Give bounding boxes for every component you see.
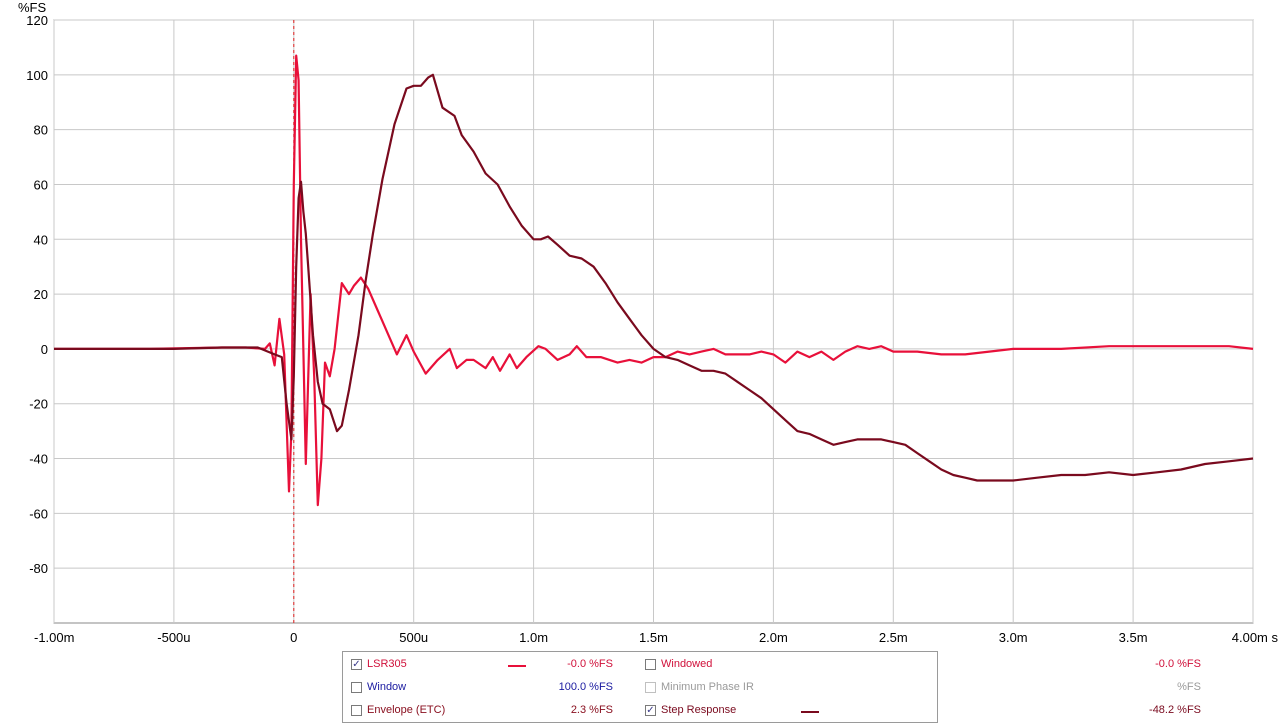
y-tick-label: 120 [26, 13, 48, 28]
legend-label: Window [367, 681, 407, 693]
x-axis: -1.00m -500u 0 500u 1.0m 1.5m 2.0m 2.5m 3.0m 3.5m… [34, 630, 1278, 645]
legend-swatch [508, 665, 526, 667]
legend-item-window: Window 100.0 %FS [351, 680, 613, 696]
legend-label: Windowed [661, 658, 713, 670]
x-tick-label: 3.5m [1119, 630, 1148, 645]
legend-item-lsr305: LSR305 -0.0 %FS [351, 657, 613, 673]
y-tick-label: -20 [29, 397, 48, 412]
legend-value: -48.2 %FS [1149, 704, 1201, 716]
legend-label: Minimum Phase IR [661, 681, 754, 693]
legend-checkbox-step[interactable] [645, 705, 656, 716]
legend-value: -0.0 %FS [567, 658, 613, 670]
legend-item-step: Step Response -48.2 %FS [645, 703, 1201, 719]
x-tick-label: 4.00m s [1232, 630, 1279, 645]
legend-label: Step Response [661, 704, 737, 716]
y-tick-label: 0 [41, 342, 48, 357]
legend-checkbox-windowed[interactable] [645, 659, 656, 670]
y-tick-label: 80 [34, 123, 48, 138]
legend-item-windowed: Windowed -0.0 %FS [645, 657, 1201, 673]
y-tick-label: -40 [29, 452, 48, 467]
legend-label: LSR305 [367, 658, 407, 670]
y-axis: 120 100 80 60 40 20 0 -20 -40 -60 -80 [26, 13, 48, 576]
x-tick-label: 1.0m [519, 630, 548, 645]
legend-checkbox-window[interactable] [351, 682, 362, 693]
series-line-step-response [54, 73, 1254, 482]
legend-swatch [801, 711, 819, 713]
y-tick-label: 100 [26, 68, 48, 83]
legend-value: %FS [1177, 681, 1201, 693]
x-tick-label: 1.5m [639, 630, 668, 645]
legend-value: 2.3 %FS [570, 704, 613, 716]
y-tick-label: -80 [29, 561, 48, 576]
legend-label: Envelope (ETC) [367, 704, 446, 716]
x-tick-label: -1.00m [34, 630, 74, 645]
y-tick-label: 60 [34, 177, 48, 192]
legend: LSR305 -0.0 %FS Window 100.0 %FS Envelope (E… [342, 651, 1201, 723]
x-tick-label: 2.5m [879, 630, 908, 645]
y-tick-label: 40 [34, 232, 48, 247]
series-group [54, 54, 1254, 507]
legend-item-envelope: Envelope (ETC) 2.3 %FS [351, 703, 613, 719]
legend-item-minphase: Minimum Phase IR %FS [645, 680, 1201, 696]
y-tick-label: 20 [34, 287, 48, 302]
legend-value: -0.0 %FS [1155, 658, 1201, 670]
x-tick-label: 3.0m [999, 630, 1028, 645]
legend-value: 100.0 %FS [558, 681, 613, 693]
chart: 120 100 80 60 40 20 0 -20 -40 -60 -80 -1.00m -500u 0… [18, 0, 1278, 645]
y-tick-label: -60 [29, 506, 48, 521]
x-tick-label: 2.0m [759, 630, 788, 645]
series-line-lsr305 [54, 54, 1254, 507]
y-axis-unit-label: %FS [18, 0, 47, 15]
x-tick-label: 0 [290, 630, 297, 645]
legend-checkbox-envelope[interactable] [351, 705, 362, 716]
x-tick-label: -500u [157, 630, 190, 645]
legend-checkbox-minphase [645, 682, 656, 693]
legend-checkbox-lsr305[interactable] [351, 659, 362, 670]
x-tick-label: 500u [399, 630, 428, 645]
